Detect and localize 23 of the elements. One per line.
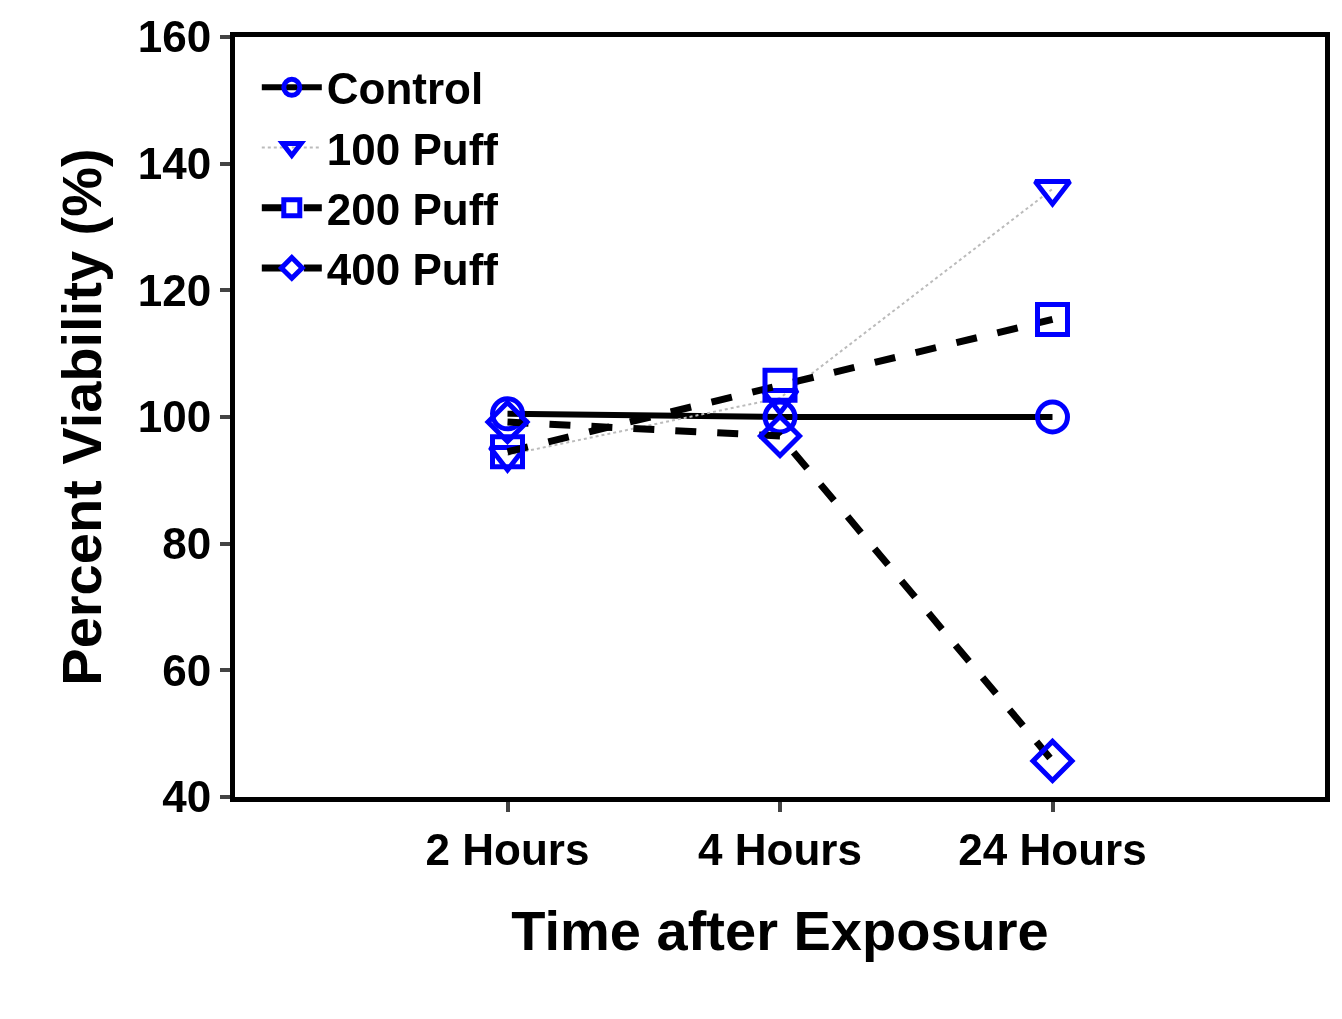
legend-label: 100 Puff [326, 124, 499, 174]
point [490, 434, 525, 470]
point [485, 400, 530, 445]
y-tick-label: 160 [137, 12, 212, 62]
y-axis-title: Percent Viability (%) [49, 148, 113, 686]
x-tick-label: 2 Hours [425, 824, 590, 874]
y-tick-label: 80 [162, 519, 212, 569]
point [1035, 301, 1070, 337]
y-tick-label: 120 [137, 265, 212, 315]
y-tick-label: 100 [137, 392, 212, 442]
point [758, 414, 802, 458]
y-tick-label: 60 [162, 645, 212, 695]
point [1035, 399, 1070, 435]
x-axis-title: Time after Exposure [511, 899, 1049, 963]
x-tick-label: 24 Hours [958, 824, 1147, 874]
legend-label: 200 Puff [326, 184, 499, 234]
y-tick-label: 140 [137, 139, 212, 189]
point [762, 367, 798, 403]
point [1030, 738, 1075, 783]
legend-label: Control [326, 64, 484, 114]
x-tick-label: 4 Hours [698, 824, 862, 874]
y-tick-label: 40 [162, 772, 212, 822]
legend-label: 400 Puff [326, 245, 499, 295]
